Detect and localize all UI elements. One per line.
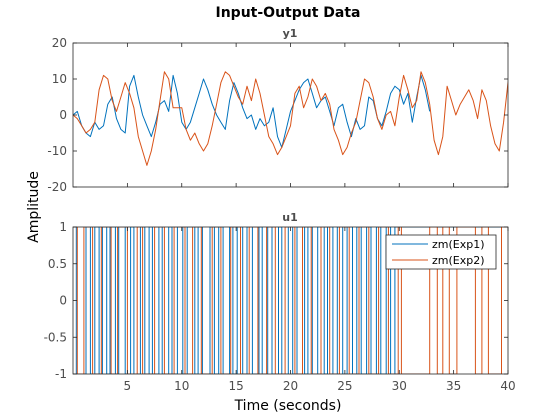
x-tick-label: 5 [124,379,132,393]
axes-y1: -20 -10 0 10 20 [47,36,509,194]
y-tick-label: 10 [52,72,67,86]
x-tick-label: 35 [446,379,461,393]
y-tick-label: 20 [52,36,67,50]
legend: zm(Exp1) zm(Exp2) [385,234,497,270]
series-line-y1-1 [73,74,431,148]
y-tick-label: 1 [59,220,67,234]
plot-area-u1 [73,227,508,374]
panel-title-y1: y1 [283,27,298,40]
axes-u1: -1-0.500.515 10 15 20 25 30 35 40 [44,220,516,393]
x-tick-label: 30 [392,379,407,393]
y-tick-label: -20 [47,180,67,194]
x-tick-label: 40 [500,379,515,393]
legend-box [385,234,497,270]
plot-area-y1 [73,71,508,166]
x-axis-label: Time (seconds) [234,398,342,414]
axes-frame-y1 [72,42,509,188]
x-tick-label: 15 [228,379,243,393]
x-tick-label: 25 [337,379,352,393]
x-tick-label: 10 [174,379,189,393]
y-tick-label: 0.5 [48,257,67,271]
series-line-u1-2 [73,227,508,374]
figure-title: Input-Output Data [216,5,361,21]
x-tick-label: 20 [283,379,298,393]
y-axis-label: Amplitude [26,171,42,243]
y-tick-label: 0 [59,294,67,308]
y-tick-label: -10 [47,144,67,158]
y-tick-label: -0.5 [44,330,67,344]
y-tick-label: 0 [59,108,67,122]
series-line-y1-2 [73,71,508,166]
legend-label-exp1: zm(Exp1) [432,238,485,251]
y-tick-label: -1 [55,367,67,381]
panel-title-u1: u1 [282,211,298,224]
legend-label-exp2: zm(Exp2) [432,254,485,267]
